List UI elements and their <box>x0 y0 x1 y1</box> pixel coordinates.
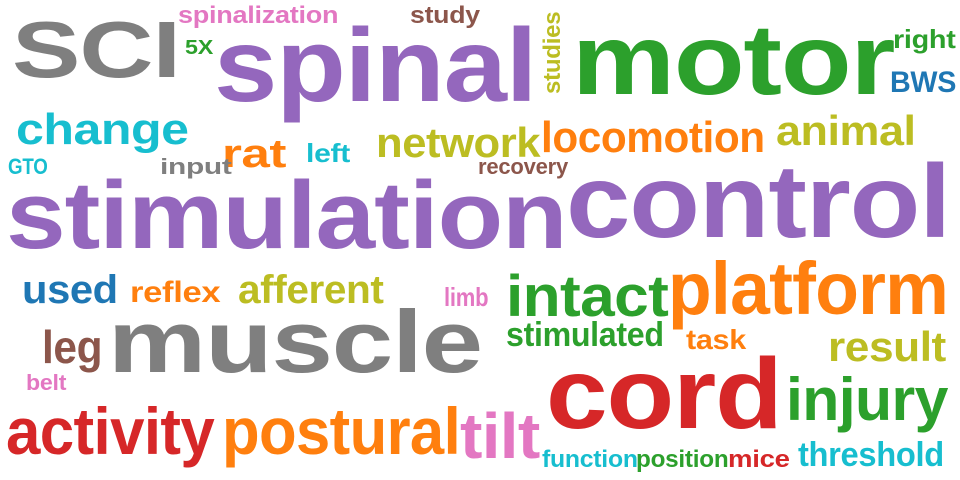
word-input: input <box>160 154 232 179</box>
word-animal: animal <box>776 107 916 154</box>
word-spinalization: spinalization <box>178 2 339 29</box>
word-motor: motor <box>572 4 896 116</box>
word-locomotion: locomotion <box>541 113 765 162</box>
word-right: right <box>893 24 956 54</box>
word-limb: limb <box>444 282 489 312</box>
word-belt: belt <box>26 370 67 395</box>
word-postural: postural <box>222 394 461 468</box>
word-intact: intact <box>506 264 669 329</box>
word-result: result <box>828 323 946 370</box>
word-tilt: tilt <box>460 400 540 472</box>
word-sci: SCI <box>12 5 181 94</box>
word-gto: GTO <box>8 154 48 179</box>
word-rat: rat <box>222 132 286 176</box>
word-study: study <box>410 2 480 29</box>
word-stimulated: stimulated <box>506 316 664 354</box>
word-reflex: reflex <box>130 276 221 309</box>
word-studies: studies <box>539 11 566 94</box>
word-control: control <box>566 144 951 260</box>
word-recovery: recovery <box>478 154 568 179</box>
word-function: function <box>542 446 638 473</box>
word-5x: 5X <box>185 37 214 59</box>
word-muscle: muscle <box>108 292 483 391</box>
word-injury: injury <box>786 366 948 433</box>
word-mice: mice <box>728 446 790 473</box>
word-afferent: afferent <box>238 268 384 312</box>
word-task: task <box>686 324 746 355</box>
word-change: change <box>16 105 189 154</box>
word-stimulation: stimulation <box>6 162 568 269</box>
word-position: position <box>636 446 729 473</box>
word-spinal: spinal <box>214 8 537 124</box>
word-bws: BWS <box>890 66 957 99</box>
word-cord: cord <box>546 338 783 450</box>
word-activity: activity <box>6 394 215 468</box>
word-left: left <box>306 138 350 168</box>
word-platform: platform <box>668 247 949 330</box>
word-threshold: threshold <box>798 436 944 474</box>
word-network: network <box>376 119 541 166</box>
word-leg: leg <box>42 321 103 373</box>
word-used: used <box>22 268 118 312</box>
